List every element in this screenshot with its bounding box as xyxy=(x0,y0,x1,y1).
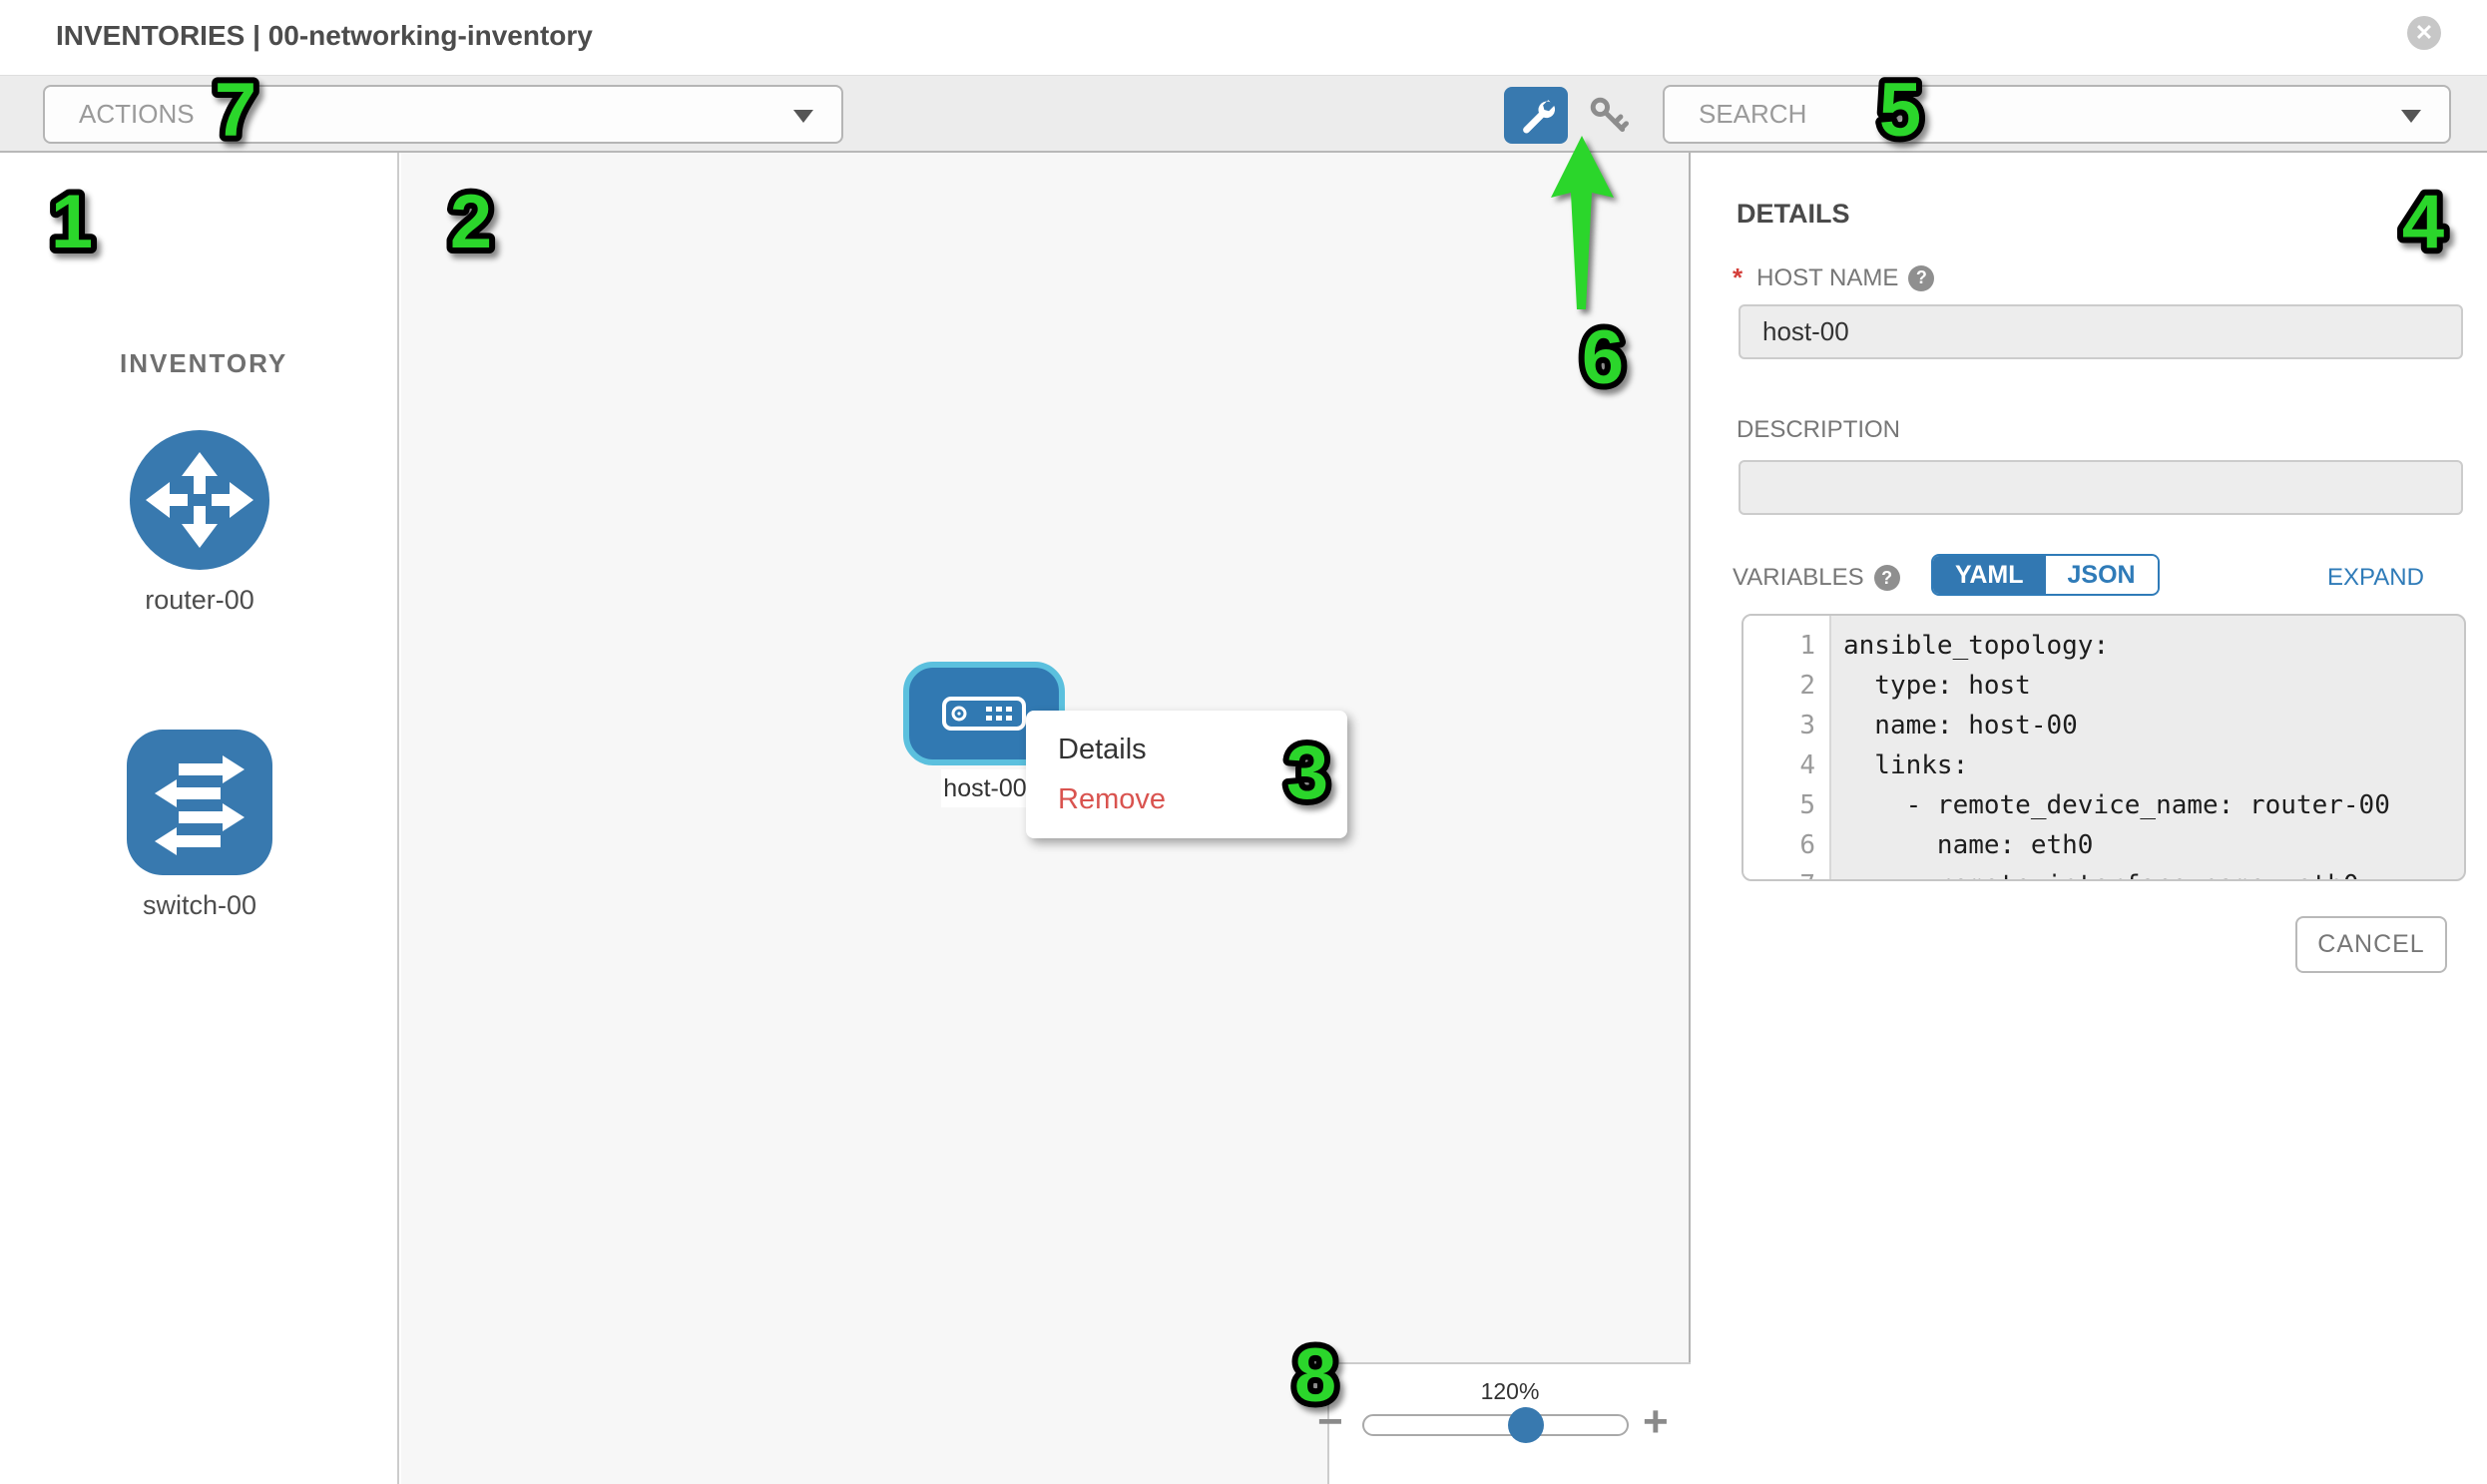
wrench-icon xyxy=(1523,99,1555,133)
toggle-json[interactable]: JSON xyxy=(2045,556,2158,594)
details-title: DETAILS xyxy=(1737,199,1850,229)
zoom-slider-track[interactable] xyxy=(1362,1407,1629,1443)
key-icon xyxy=(1590,97,1629,133)
app-header: INVENTORIES | 00-networking-inventory ✕ xyxy=(0,0,2487,75)
search-dropdown-label: SEARCH xyxy=(1699,99,1807,129)
zoom-slider-handle[interactable] xyxy=(1508,1407,1544,1443)
toolbar: ACTIONS SEARCH xyxy=(0,75,2487,153)
code-line: 6 name: eth0 xyxy=(1799,830,2094,860)
details-panel: DETAILS * HOST NAME ? host-00 DESCRIPTIO… xyxy=(1693,153,2487,1484)
code-line: 3 name: host-00 xyxy=(1799,711,2078,741)
code-line: 7 remote_interface_name: eth0 xyxy=(1743,865,2464,879)
chevron-down-icon xyxy=(2401,109,2421,123)
help-icon[interactable]: ? xyxy=(1873,565,1900,591)
page-title: INVENTORIES | 00-networking-inventory xyxy=(56,20,593,51)
sidebar-item-router[interactable]: router-00 xyxy=(126,430,273,616)
configure-button[interactable] xyxy=(1504,87,1568,144)
sidebar-heading: INVENTORY xyxy=(120,348,288,378)
chevron-down-icon xyxy=(793,109,813,123)
zoom-in-button[interactable]: + xyxy=(1643,1397,1669,1446)
code-line: 5 - remote_device_name: router-00 xyxy=(1799,790,2390,820)
node-context-menu: Details Remove xyxy=(1026,711,1347,838)
host-name-label-row: * HOST NAME ? xyxy=(1733,262,1935,293)
code-line: 2 type: host xyxy=(1799,671,2031,701)
device-label: switch-00 xyxy=(142,890,257,920)
router-icon xyxy=(130,430,269,570)
actions-dropdown-label: ACTIONS xyxy=(79,99,195,129)
sidebar-item-switch[interactable]: switch-00 xyxy=(126,730,273,921)
variables-label-row: VARIABLES ? xyxy=(1733,564,1900,592)
host-node-label: host-00 xyxy=(941,769,1029,807)
expand-link[interactable]: EXPAND xyxy=(2327,564,2424,591)
description-label: DESCRIPTION xyxy=(1737,416,1901,443)
switch-icon xyxy=(127,730,272,875)
host-name-label: HOST NAME xyxy=(1756,263,1899,291)
description-input[interactable] xyxy=(1739,460,2463,515)
close-button[interactable]: ✕ xyxy=(2407,16,2441,50)
host-icon xyxy=(942,697,1026,731)
code-line: 1 ansible_topology: xyxy=(1799,631,2110,661)
required-asterisk: * xyxy=(1733,262,1743,292)
device-label: router-00 xyxy=(145,585,254,615)
zoom-control-panel: 120% − + xyxy=(1317,1362,1691,1484)
toggle-yaml[interactable]: YAML xyxy=(1933,556,2046,594)
variables-label: VARIABLES xyxy=(1733,564,1864,591)
cancel-button[interactable]: CANCEL xyxy=(2295,916,2447,973)
code-line: 4 links: xyxy=(1799,750,1969,780)
variables-format-toggle: YAML JSON xyxy=(1931,554,2160,596)
menu-item-remove[interactable]: Remove xyxy=(1058,782,1166,815)
zoom-out-button[interactable]: − xyxy=(1317,1397,1343,1446)
host-name-input[interactable]: host-00 xyxy=(1739,304,2463,359)
search-dropdown[interactable]: SEARCH xyxy=(1663,85,2451,144)
editor-rows: 1 ansible_topology: 2 type: host 3 name: … xyxy=(1743,626,2464,879)
actions-dropdown[interactable]: ACTIONS xyxy=(43,85,843,144)
zoom-level-label: 120% xyxy=(1480,1378,1540,1404)
variables-code-editor[interactable]: 1 ansible_topology: 2 type: host 3 name: … xyxy=(1741,614,2466,881)
editor-gutter xyxy=(1743,616,1831,879)
menu-item-details[interactable]: Details xyxy=(1058,733,1147,765)
close-icon: ✕ xyxy=(2414,20,2434,45)
key-tool-button[interactable] xyxy=(1585,92,1633,140)
inventory-sidebar: INVENTORY router-00 xyxy=(0,153,399,1484)
help-icon[interactable]: ? xyxy=(1908,264,1935,291)
